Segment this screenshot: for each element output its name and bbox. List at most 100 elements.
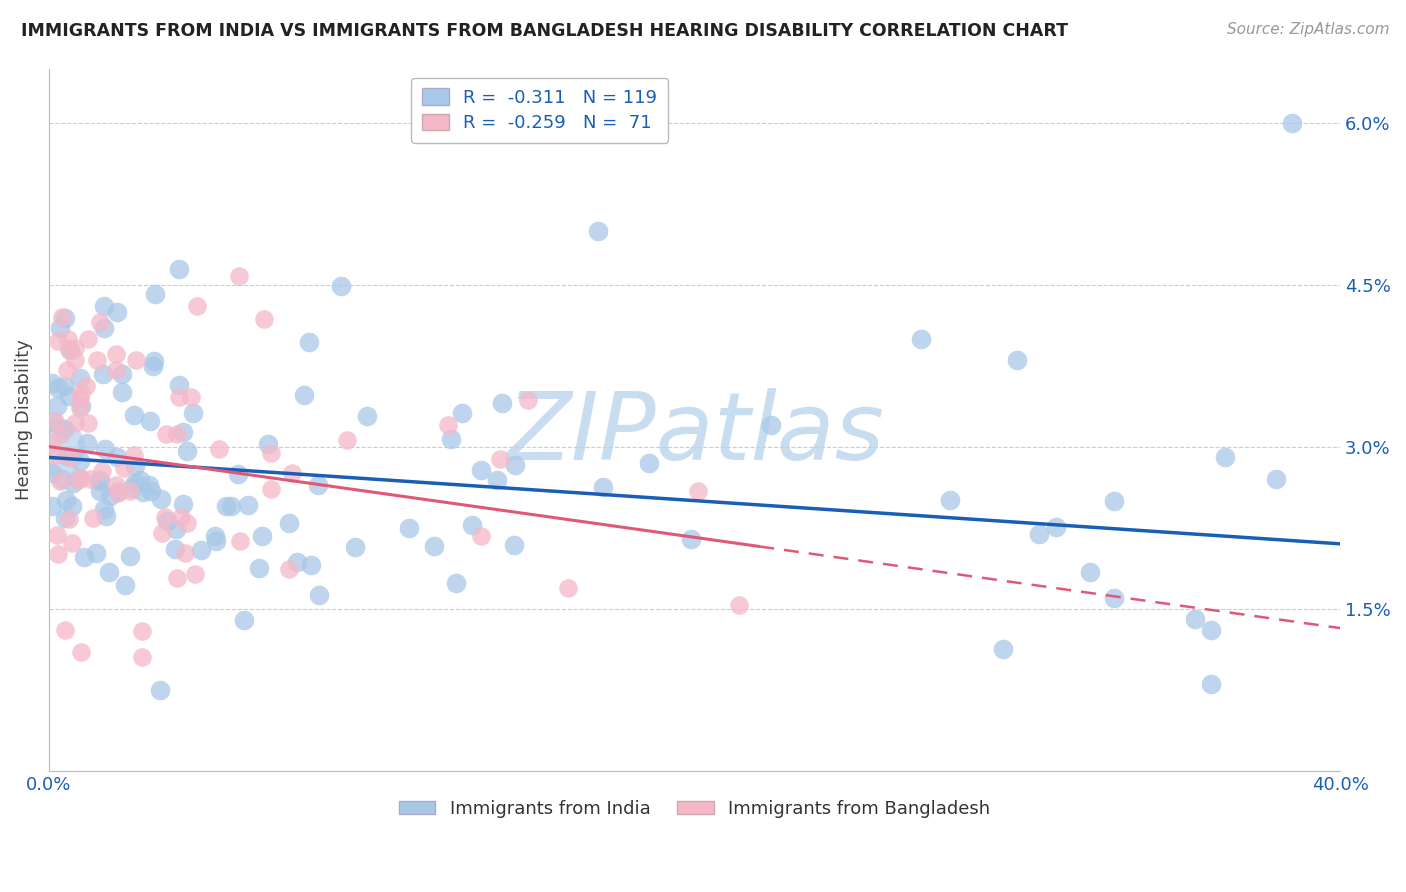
Point — [172, 497, 194, 511]
Point — [437, 418, 460, 433]
Point — [229, 534, 252, 549]
Point — [517, 392, 540, 407]
Point — [181, 407, 204, 421]
Point — [46, 399, 69, 413]
Point — [70, 385, 93, 400]
Point — [173, 546, 195, 560]
Point — [58, 332, 80, 346]
Point — [91, 367, 114, 381]
Point — [502, 538, 524, 552]
Point — [89, 315, 111, 329]
Point — [991, 642, 1014, 657]
Point — [167, 391, 190, 405]
Point — [155, 427, 177, 442]
Point — [56, 450, 79, 464]
Point — [1104, 591, 1126, 605]
Legend: Immigrants from India, Immigrants from Bangladesh: Immigrants from India, Immigrants from B… — [392, 792, 997, 825]
Point — [489, 452, 512, 467]
Point — [139, 414, 162, 428]
Point — [149, 683, 172, 698]
Point — [69, 370, 91, 384]
Point — [681, 532, 703, 546]
Point — [69, 470, 91, 484]
Point — [129, 473, 152, 487]
Point — [107, 485, 129, 500]
Point — [98, 565, 121, 579]
Point — [226, 467, 249, 481]
Point — [69, 454, 91, 468]
Point — [114, 578, 136, 592]
Point — [440, 432, 463, 446]
Point — [93, 320, 115, 334]
Point — [89, 484, 111, 499]
Point — [58, 388, 80, 402]
Point — [121, 481, 143, 495]
Point — [87, 474, 110, 488]
Point — [58, 451, 80, 466]
Point — [69, 391, 91, 405]
Point — [180, 390, 202, 404]
Point — [111, 384, 134, 399]
Point — [90, 464, 112, 478]
Point — [910, 332, 932, 346]
Point — [53, 378, 76, 392]
Point — [186, 300, 208, 314]
Point — [170, 510, 193, 524]
Point — [48, 474, 70, 488]
Point — [307, 477, 329, 491]
Point — [287, 555, 309, 569]
Point — [142, 359, 165, 374]
Point — [1045, 520, 1067, 534]
Point — [260, 446, 283, 460]
Point — [89, 473, 111, 487]
Point — [41, 435, 63, 450]
Point — [278, 516, 301, 531]
Point — [167, 378, 190, 392]
Point — [176, 443, 198, 458]
Point — [1199, 677, 1222, 691]
Point — [65, 341, 87, 355]
Point — [124, 408, 146, 422]
Point — [139, 483, 162, 498]
Point — [557, 581, 579, 595]
Point — [75, 379, 97, 393]
Point — [150, 525, 173, 540]
Text: Source: ZipAtlas.com: Source: ZipAtlas.com — [1226, 22, 1389, 37]
Point — [112, 460, 135, 475]
Point — [104, 478, 127, 492]
Point — [53, 311, 76, 326]
Point — [76, 435, 98, 450]
Point — [93, 502, 115, 516]
Point — [336, 434, 359, 448]
Point — [637, 456, 659, 470]
Point — [215, 499, 238, 513]
Point — [138, 478, 160, 492]
Point — [60, 499, 83, 513]
Point — [41, 499, 63, 513]
Point — [165, 522, 187, 536]
Text: IMMIGRANTS FROM INDIA VS IMMIGRANTS FROM BANGLADESH HEARING DISABILITY CORRELATI: IMMIGRANTS FROM INDIA VS IMMIGRANTS FROM… — [21, 22, 1069, 40]
Point — [53, 511, 76, 525]
Point — [398, 521, 420, 535]
Point — [132, 484, 155, 499]
Text: ZIPatlas: ZIPatlas — [506, 388, 883, 479]
Point — [759, 417, 782, 432]
Point — [46, 381, 69, 395]
Point — [46, 528, 69, 542]
Point — [444, 576, 467, 591]
Point — [94, 509, 117, 524]
Point — [79, 471, 101, 485]
Point — [52, 422, 75, 436]
Point — [156, 514, 179, 528]
Point — [149, 492, 172, 507]
Point — [63, 353, 86, 368]
Point — [73, 550, 96, 565]
Point — [176, 516, 198, 530]
Point — [190, 543, 212, 558]
Point — [84, 546, 107, 560]
Point — [104, 347, 127, 361]
Point — [1007, 353, 1029, 368]
Point — [219, 499, 242, 513]
Point — [256, 437, 278, 451]
Point — [122, 448, 145, 462]
